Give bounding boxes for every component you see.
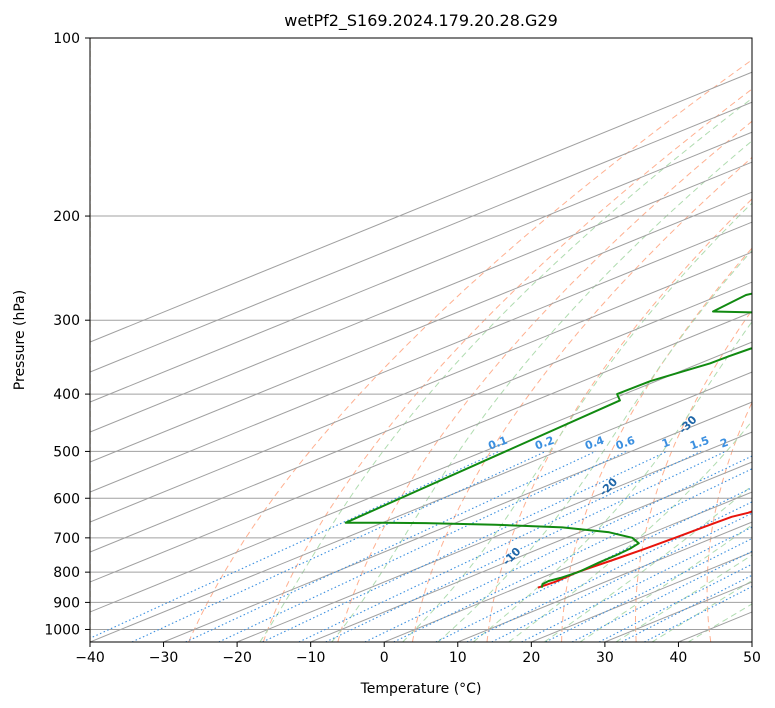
profile-series (344, 292, 752, 589)
y-ticks: 100 200 300 400 500 600 700 800 900 1000 (44, 31, 90, 638)
y-axis-title: Pressure (hPa) (12, 290, 28, 390)
moist-adiabat-line (579, 524, 752, 642)
dry-adiabat-label: 30 (764, 559, 775, 579)
moist-adiabat-line (402, 202, 752, 642)
y-tick-label: 200 (53, 209, 80, 225)
moist-adiabat-label: -40 (757, 350, 775, 373)
x-ticks: −40 −30 −20 −10 0 10 20 30 40 50 (75, 642, 761, 666)
mixing-ratio-label: 0.6 (614, 434, 637, 453)
isotherm-line (678, 611, 752, 642)
mixing-ratio-line (466, 501, 752, 642)
isotherm-line (90, 161, 752, 433)
mixing-ratio-line (185, 450, 596, 642)
mixing-ratio-label: 0.4 (583, 434, 606, 453)
mixing-ratio-line (90, 450, 500, 639)
mixing-ratio-line (545, 537, 752, 642)
y-tick-label: 900 (53, 595, 80, 611)
moist-adiabat-line (472, 320, 752, 642)
moist-adiabat-line (437, 249, 752, 642)
y-tick-label: 800 (53, 565, 80, 581)
isotherm-line (90, 71, 752, 343)
dry-adiabat-line (411, 156, 752, 642)
dry-adiabat-line (337, 120, 752, 642)
plot-frame (89, 37, 753, 643)
isotherm-line (90, 221, 752, 493)
isotherm-line (90, 371, 752, 642)
isotherms (90, 71, 752, 642)
x-axis-title: Temperature (°C) (360, 681, 482, 697)
x-tick-label: 10 (449, 650, 467, 666)
x-tick-label: 0 (380, 650, 389, 666)
x-tick-label: −40 (75, 650, 105, 666)
moist-adiabat-line (651, 580, 752, 642)
mixing-ratio-label: 1 (660, 436, 672, 451)
y-tick-label: 100 (53, 31, 80, 47)
x-tick-label: −20 (222, 650, 252, 666)
chart-title: wetPf2_S169.2024.179.20.28.G29 (284, 11, 558, 31)
y-tick-label: 1000 (44, 622, 80, 638)
isotherm-line (90, 341, 752, 613)
mixing-ratio-line (571, 550, 752, 642)
moist-adiabat-line (331, 140, 752, 642)
dry-adiabat-line (635, 309, 752, 642)
mixing-ratio-line (491, 512, 752, 642)
mixing-ratio-line (262, 450, 668, 642)
y-tick-label: 700 (53, 531, 80, 547)
moist-adiabat-label: -10 (500, 545, 523, 568)
moist-adiabats (259, 97, 752, 642)
dry-adiabat-line (188, 59, 752, 642)
isotherm-line (90, 311, 752, 583)
x-tick-label: 50 (743, 650, 761, 666)
mixing-ratio-line (393, 468, 752, 642)
line-labels: 0.10.20.40.611.52346810131620253036-100-… (486, 350, 775, 610)
isotherm-line (90, 281, 752, 553)
moist-adiabat-label: -20 (597, 475, 620, 498)
mixing-ratio-line (364, 455, 752, 642)
isotherm-line (457, 521, 752, 642)
moist-adiabat-line (259, 97, 752, 642)
pressure-gridlines (90, 38, 752, 630)
x-tick-label: −30 (149, 650, 179, 666)
mixing-ratio-label: 2 (718, 436, 730, 451)
y-tick-label: 400 (53, 387, 80, 403)
dry-adiabat-line (561, 247, 752, 642)
dry-adiabats (188, 59, 752, 642)
temperature-profile-line (537, 510, 752, 589)
mixing-ratio-label: 3 (755, 436, 767, 451)
moist-adiabat-line (544, 484, 752, 642)
mixing-ratio-label: 1.5 (688, 434, 711, 453)
isotherm-line (90, 251, 752, 523)
mixing-ratio-line (325, 450, 726, 642)
isotherm-line (163, 401, 752, 642)
dewpoint-profile-line (344, 292, 752, 588)
mixing-ratio-line (521, 526, 752, 642)
moist-adiabat-line (508, 420, 752, 642)
isotherm-line (531, 551, 752, 642)
mixing-ratio-line (218, 450, 627, 642)
y-tick-label: 300 (53, 313, 80, 329)
mixing-ratio-lines (90, 450, 752, 642)
y-tick-label: 500 (53, 444, 80, 460)
isotherm-line (236, 431, 752, 642)
dry-adiabat-label: 40 (763, 590, 775, 610)
isotherm-line (90, 101, 752, 373)
isotherm-line (384, 491, 752, 642)
mixing-ratio-label: 0.2 (533, 434, 556, 453)
x-tick-label: 30 (596, 650, 614, 666)
x-tick-label: 20 (522, 650, 540, 666)
x-tick-label: −10 (296, 650, 326, 666)
plot-area: 0.10.20.40.611.52346810131620253036-100-… (90, 38, 775, 642)
isotherm-line (90, 131, 752, 403)
isotherm-line (90, 191, 752, 463)
isotherm-line (751, 641, 752, 642)
isotherm-line (310, 461, 752, 642)
x-tick-label: 40 (670, 650, 688, 666)
y-tick-label: 600 (53, 491, 80, 507)
dry-adiabat-line (486, 198, 752, 642)
dry-adiabat-line (262, 88, 752, 642)
mixing-ratio-label: 0.1 (486, 434, 509, 453)
